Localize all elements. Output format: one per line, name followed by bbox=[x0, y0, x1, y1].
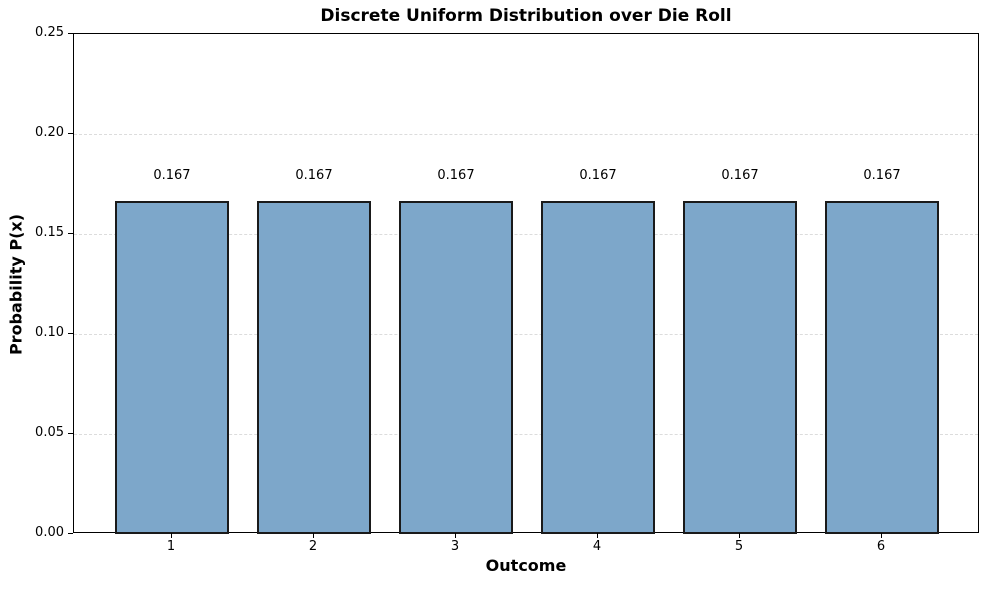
bar-value-label: 0.167 bbox=[721, 167, 759, 183]
y-tick-label: 0.05 bbox=[35, 425, 64, 440]
y-tick-mark bbox=[68, 433, 73, 434]
bar bbox=[683, 200, 797, 534]
bar-value-label: 0.167 bbox=[153, 167, 191, 183]
y-tick-mark bbox=[68, 233, 73, 234]
x-tick-label: 6 bbox=[876, 539, 886, 554]
y-tick-label: 0.20 bbox=[35, 125, 64, 140]
y-tick-label: 0.15 bbox=[35, 225, 64, 240]
bar bbox=[825, 200, 939, 534]
y-tick-label: 0.25 bbox=[35, 25, 64, 40]
x-tick-label: 3 bbox=[450, 539, 460, 554]
bar bbox=[115, 200, 229, 534]
x-tick-label: 2 bbox=[308, 539, 318, 554]
x-tick-mark bbox=[312, 533, 314, 538]
y-tick-mark bbox=[68, 133, 73, 134]
bar-value-label: 0.167 bbox=[295, 167, 333, 183]
chart-title: Discrete Uniform Distribution over Die R… bbox=[320, 6, 732, 26]
x-tick-label: 5 bbox=[734, 539, 744, 554]
bar bbox=[541, 200, 655, 534]
bar bbox=[257, 200, 371, 534]
y-tick-label: 0.00 bbox=[35, 525, 64, 540]
x-tick-mark bbox=[739, 533, 740, 538]
plot-area: 0.167 0.167 0.167 0.167 0.167 0.167 bbox=[73, 33, 979, 534]
y-tick-label: 0.10 bbox=[35, 325, 64, 340]
bar bbox=[399, 200, 513, 534]
y-tick-mark bbox=[68, 333, 73, 334]
y-tick-mark bbox=[68, 33, 73, 34]
x-tick-mark bbox=[170, 533, 172, 538]
gridline bbox=[74, 133, 978, 135]
y-tick-mark bbox=[68, 533, 73, 534]
x-tick-label: 1 bbox=[166, 539, 176, 554]
bar-value-label: 0.167 bbox=[579, 167, 617, 183]
bar-value-label: 0.167 bbox=[437, 167, 475, 183]
x-tick-label: 4 bbox=[592, 539, 602, 554]
bar-value-label: 0.167 bbox=[863, 167, 901, 183]
x-axis-label: Outcome bbox=[485, 556, 567, 575]
gridline bbox=[74, 433, 978, 435]
x-tick-mark bbox=[454, 533, 456, 538]
x-tick-mark bbox=[597, 533, 598, 538]
x-tick-mark bbox=[881, 533, 883, 538]
gridline bbox=[74, 233, 978, 235]
gridline bbox=[74, 333, 978, 335]
